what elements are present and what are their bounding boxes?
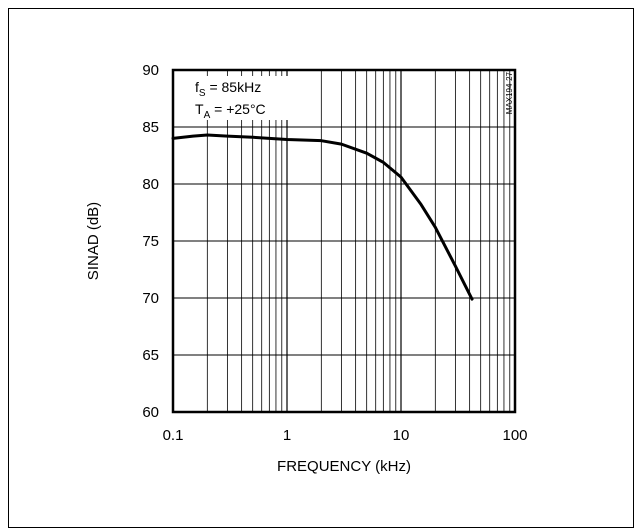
plot-area-border [171, 68, 517, 414]
y-tick-label: 85 [142, 119, 159, 136]
x-tick-label: 1 [283, 427, 291, 444]
figure-code-label: MAX194-27 [505, 71, 514, 114]
sampling-frequency-label: fS = 85kHz [195, 79, 261, 99]
y-tick-label: 70 [142, 290, 159, 307]
y-tick-label: 60 [142, 404, 159, 421]
x-tick-label: 10 [393, 427, 410, 444]
y-tick-label: 80 [142, 176, 159, 193]
y-tick-label: 90 [142, 62, 159, 79]
conditions-annotation: fS = 85kHz TA = +25°C [191, 76, 289, 121]
y-axis-title: SINAD (dB) [85, 202, 102, 280]
x-tick-label: 0.1 [163, 427, 184, 444]
tick-labels: 60 65 70 75 80 85 90 0.1 1 10 100 [142, 62, 527, 444]
y-tick-label: 65 [142, 347, 159, 364]
y-tick-label: 75 [142, 233, 159, 250]
annotation-background [191, 76, 289, 120]
sinad-curve [171, 133, 474, 301]
x-axis-title: FREQUENCY (kHz) [277, 458, 411, 475]
ambient-temperature-label: TA = +25°C [195, 101, 266, 121]
grid [173, 70, 515, 412]
x-tick-label: 100 [502, 427, 527, 444]
